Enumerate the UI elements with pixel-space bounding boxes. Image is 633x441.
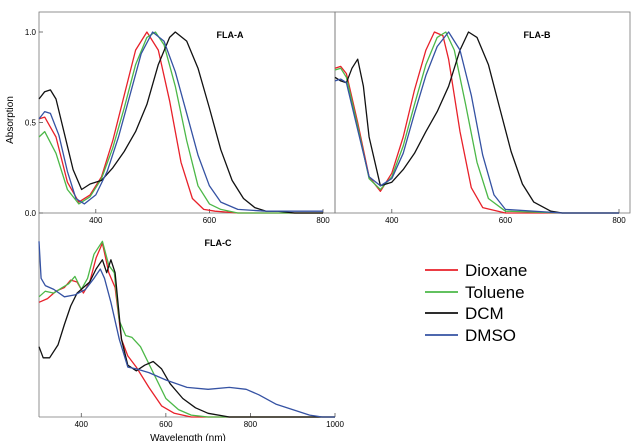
legend: Dioxane Toluene DCM DMSO	[425, 261, 527, 345]
panel-a-title: FLA-A	[217, 30, 244, 40]
y-axis-label: Absorption	[5, 96, 16, 144]
series-line-dmso	[38, 241, 335, 418]
series-line-dioxane	[38, 31, 323, 214]
series-line-dcm	[38, 259, 335, 418]
panel-fla-a: 400 600 800 0.0 0.5 1.0 FLA-A	[25, 11, 336, 225]
series-line-dmso	[334, 31, 619, 214]
x-tick-label: 1000	[326, 420, 344, 429]
series-line-dcm	[38, 31, 323, 214]
series-line-dmso	[38, 31, 323, 212]
x-tick-label: 400	[75, 420, 89, 429]
x-tick-label: 400	[385, 216, 399, 225]
legend-label-toluene: Toluene	[465, 283, 525, 302]
x-tick-label: 800	[316, 216, 330, 225]
y-tick-label: 1.0	[25, 28, 37, 37]
panel-b-series	[334, 31, 619, 214]
x-tick-label: 600	[159, 420, 173, 429]
panel-fla-b: 400 600 800 FLA-B	[334, 11, 631, 225]
x-tick-label: 800	[244, 420, 258, 429]
panel-c-title: FLA-C	[205, 238, 232, 248]
x-tick-label: 400	[89, 216, 103, 225]
panel-fla-c: 400 600 800 1000 FLA-C Wavelength (nm)	[38, 213, 344, 441]
x-tick-label: 600	[203, 216, 217, 225]
x-tick-label: 600	[499, 216, 513, 225]
series-line-dioxane	[334, 31, 619, 214]
panel-c-series	[38, 240, 335, 418]
panel-b-frame	[334, 11, 631, 214]
legend-label-dioxane: Dioxane	[465, 261, 527, 280]
legend-label-dcm: DCM	[465, 304, 504, 323]
series-line-dioxane	[38, 242, 335, 418]
x-tick-label: 800	[612, 216, 626, 225]
series-line-toluene	[334, 31, 619, 214]
panel-a-series	[38, 31, 323, 214]
y-tick-label: 0.5	[25, 119, 37, 128]
panel-a-ticks: 400 600 800 0.0 0.5 1.0	[25, 28, 330, 225]
x-axis-label: Wavelength (nm)	[150, 433, 226, 441]
series-line-dcm	[334, 31, 619, 214]
series-line-toluene	[38, 240, 335, 418]
y-tick-label: 0.0	[25, 209, 37, 218]
panel-c-ticks: 400 600 800 1000	[75, 413, 344, 429]
series-line-toluene	[38, 31, 323, 214]
legend-label-dmso: DMSO	[465, 326, 516, 345]
panel-b-title: FLA-B	[524, 30, 551, 40]
